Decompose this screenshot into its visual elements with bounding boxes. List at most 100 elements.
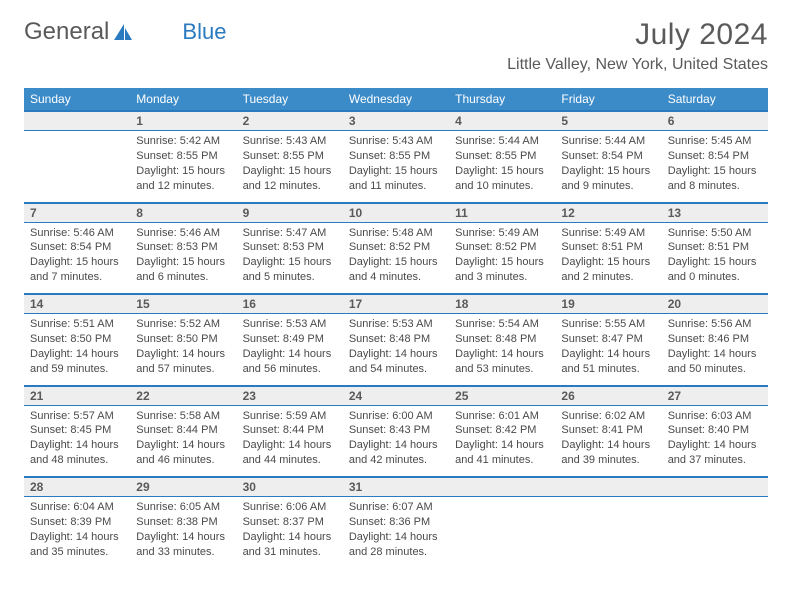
brand-part1: General (24, 18, 109, 46)
day-content-row: Sunrise: 5:42 AMSunset: 8:55 PMDaylight:… (24, 131, 768, 203)
day1-text: Daylight: 15 hours (243, 164, 337, 179)
sunrise-text: Sunrise: 5:58 AM (136, 409, 230, 424)
sail-icon (112, 22, 134, 42)
day-content-row: Sunrise: 6:04 AMSunset: 8:39 PMDaylight:… (24, 497, 768, 569)
day-content-cell (662, 497, 768, 569)
day-number-cell: 9 (237, 203, 343, 223)
sunrise-text: Sunrise: 5:47 AM (243, 226, 337, 241)
day-number-cell: 5 (555, 111, 661, 131)
day1-text: Daylight: 14 hours (668, 347, 762, 362)
sunset-text: Sunset: 8:37 PM (243, 515, 337, 530)
day2-text: and 39 minutes. (561, 453, 655, 468)
title-block: July 2024 Little Valley, New York, Unite… (507, 18, 768, 74)
day1-text: Daylight: 15 hours (349, 255, 443, 270)
day1-text: Daylight: 15 hours (243, 255, 337, 270)
day-content-cell: Sunrise: 6:05 AMSunset: 8:38 PMDaylight:… (130, 497, 236, 569)
day2-text: and 6 minutes. (136, 270, 230, 285)
day-number-cell: 14 (24, 294, 130, 314)
day-content-cell: Sunrise: 5:55 AMSunset: 8:47 PMDaylight:… (555, 314, 661, 386)
day-number-cell (449, 477, 555, 497)
day-number-cell: 19 (555, 294, 661, 314)
location-text: Little Valley, New York, United States (507, 56, 768, 74)
sunrise-text: Sunrise: 6:05 AM (136, 500, 230, 515)
day2-text: and 28 minutes. (349, 545, 443, 560)
day-content-cell: Sunrise: 6:07 AMSunset: 8:36 PMDaylight:… (343, 497, 449, 569)
day-number-cell: 25 (449, 386, 555, 406)
day2-text: and 5 minutes. (243, 270, 337, 285)
day-content-cell: Sunrise: 6:01 AMSunset: 8:42 PMDaylight:… (449, 405, 555, 477)
day2-text: and 35 minutes. (30, 545, 124, 560)
day-content-cell: Sunrise: 5:50 AMSunset: 8:51 PMDaylight:… (662, 222, 768, 294)
sunset-text: Sunset: 8:48 PM (455, 332, 549, 347)
day-content-cell: Sunrise: 5:46 AMSunset: 8:53 PMDaylight:… (130, 222, 236, 294)
day1-text: Daylight: 14 hours (30, 530, 124, 545)
sunset-text: Sunset: 8:48 PM (349, 332, 443, 347)
day-number-cell: 29 (130, 477, 236, 497)
day-content-cell: Sunrise: 5:59 AMSunset: 8:44 PMDaylight:… (237, 405, 343, 477)
day-number-cell: 15 (130, 294, 236, 314)
sunset-text: Sunset: 8:55 PM (243, 149, 337, 164)
day-content-cell (555, 497, 661, 569)
day-number-cell: 27 (662, 386, 768, 406)
day-content-cell: Sunrise: 5:56 AMSunset: 8:46 PMDaylight:… (662, 314, 768, 386)
sunrise-text: Sunrise: 5:56 AM (668, 317, 762, 332)
sunrise-text: Sunrise: 6:01 AM (455, 409, 549, 424)
sunset-text: Sunset: 8:51 PM (561, 240, 655, 255)
brand-part2: Blue (182, 19, 226, 45)
sunrise-text: Sunrise: 5:52 AM (136, 317, 230, 332)
day2-text: and 9 minutes. (561, 179, 655, 194)
sunset-text: Sunset: 8:52 PM (455, 240, 549, 255)
day2-text: and 11 minutes. (349, 179, 443, 194)
day-content-cell: Sunrise: 5:43 AMSunset: 8:55 PMDaylight:… (343, 131, 449, 203)
day-content-cell: Sunrise: 5:45 AMSunset: 8:54 PMDaylight:… (662, 131, 768, 203)
sunrise-text: Sunrise: 5:53 AM (349, 317, 443, 332)
sunset-text: Sunset: 8:40 PM (668, 423, 762, 438)
sunset-text: Sunset: 8:51 PM (668, 240, 762, 255)
day-number-cell: 26 (555, 386, 661, 406)
day1-text: Daylight: 15 hours (136, 164, 230, 179)
sunrise-text: Sunrise: 5:45 AM (668, 134, 762, 149)
day2-text: and 50 minutes. (668, 362, 762, 377)
sunset-text: Sunset: 8:44 PM (243, 423, 337, 438)
weekday-header-row: Sunday Monday Tuesday Wednesday Thursday… (24, 88, 768, 111)
day1-text: Daylight: 15 hours (561, 164, 655, 179)
day2-text: and 2 minutes. (561, 270, 655, 285)
day-content-cell: Sunrise: 5:53 AMSunset: 8:48 PMDaylight:… (343, 314, 449, 386)
day1-text: Daylight: 14 hours (455, 347, 549, 362)
day2-text: and 41 minutes. (455, 453, 549, 468)
day-content-cell: Sunrise: 5:49 AMSunset: 8:51 PMDaylight:… (555, 222, 661, 294)
day2-text: and 3 minutes. (455, 270, 549, 285)
day-content-cell: Sunrise: 5:46 AMSunset: 8:54 PMDaylight:… (24, 222, 130, 294)
day1-text: Daylight: 14 hours (30, 347, 124, 362)
sunset-text: Sunset: 8:47 PM (561, 332, 655, 347)
day-content-cell: Sunrise: 5:47 AMSunset: 8:53 PMDaylight:… (237, 222, 343, 294)
sunrise-text: Sunrise: 5:44 AM (561, 134, 655, 149)
sunrise-text: Sunrise: 5:53 AM (243, 317, 337, 332)
sunset-text: Sunset: 8:54 PM (561, 149, 655, 164)
sunset-text: Sunset: 8:38 PM (136, 515, 230, 530)
day1-text: Daylight: 14 hours (561, 347, 655, 362)
day-number-cell: 11 (449, 203, 555, 223)
weekday-header: Wednesday (343, 88, 449, 111)
day2-text: and 4 minutes. (349, 270, 443, 285)
day2-text: and 10 minutes. (455, 179, 549, 194)
sunrise-text: Sunrise: 5:42 AM (136, 134, 230, 149)
day-number-cell (24, 111, 130, 131)
day2-text: and 57 minutes. (136, 362, 230, 377)
day2-text: and 37 minutes. (668, 453, 762, 468)
day1-text: Daylight: 15 hours (349, 164, 443, 179)
month-title: July 2024 (507, 18, 768, 52)
day2-text: and 53 minutes. (455, 362, 549, 377)
day-number-cell: 12 (555, 203, 661, 223)
sunset-text: Sunset: 8:53 PM (243, 240, 337, 255)
day-content-cell (449, 497, 555, 569)
day-number-cell: 16 (237, 294, 343, 314)
day1-text: Daylight: 14 hours (455, 438, 549, 453)
day-number-row: 78910111213 (24, 203, 768, 223)
day-number-cell: 17 (343, 294, 449, 314)
sunrise-text: Sunrise: 6:03 AM (668, 409, 762, 424)
day-content-cell: Sunrise: 5:58 AMSunset: 8:44 PMDaylight:… (130, 405, 236, 477)
sunset-text: Sunset: 8:55 PM (455, 149, 549, 164)
day2-text: and 44 minutes. (243, 453, 337, 468)
day-number-cell: 8 (130, 203, 236, 223)
